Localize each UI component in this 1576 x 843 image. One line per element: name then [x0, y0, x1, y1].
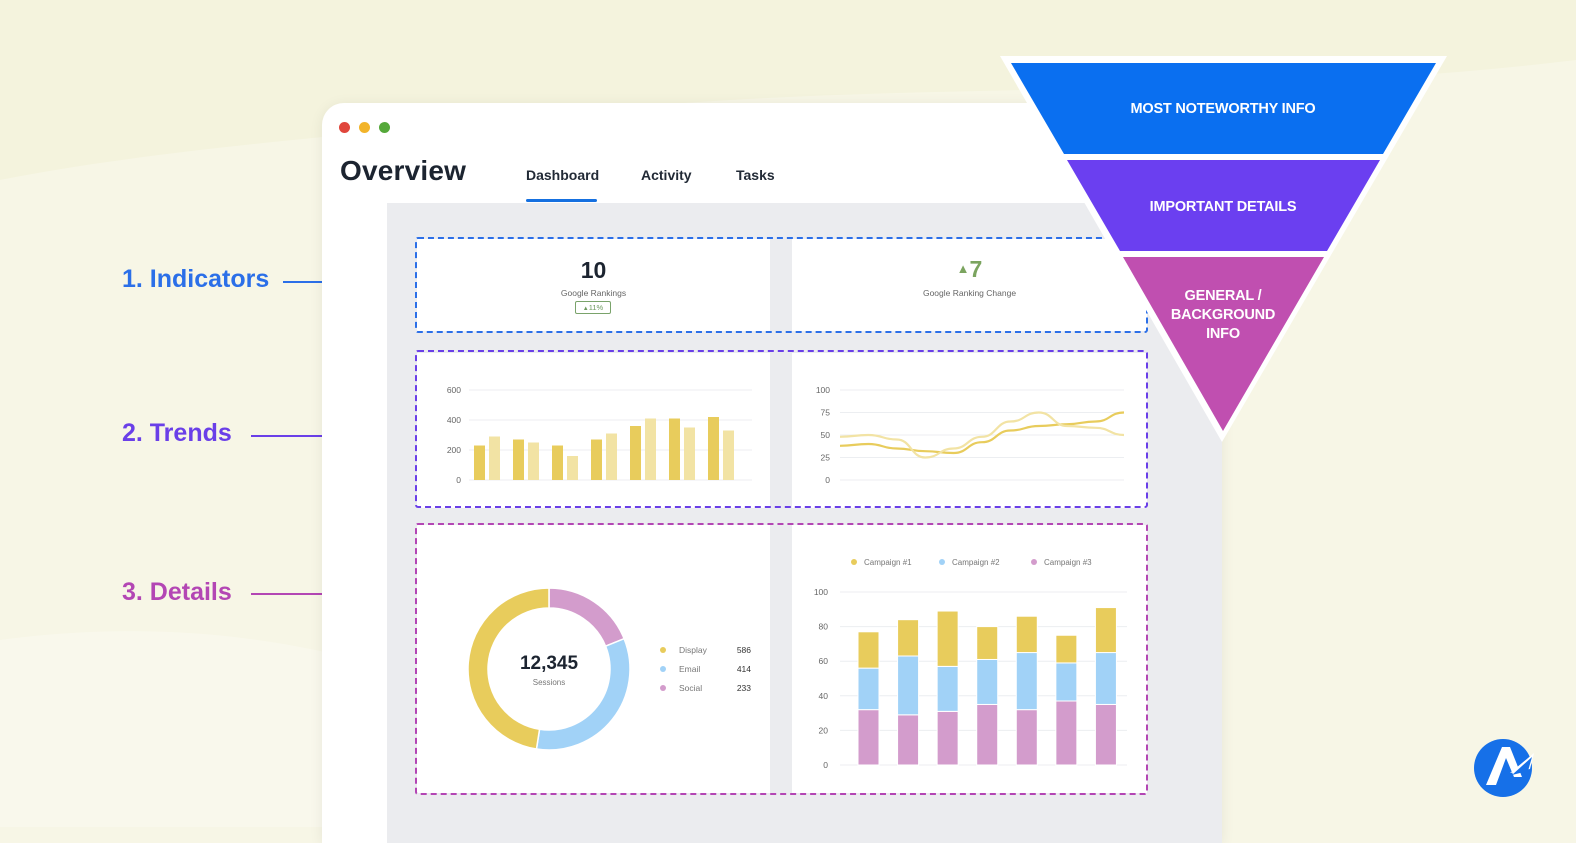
y-tick-label: 0	[823, 760, 828, 770]
bar	[567, 456, 578, 480]
window-minimize-button[interactable]	[359, 122, 370, 133]
legend-value: 586	[737, 645, 751, 655]
sessions-donut-card: Display 586 Email 414 Social 233 12,345 Sessi…	[417, 525, 770, 793]
ranking-change-value-row: ▲7	[792, 256, 1147, 283]
campaign-stacked-chart: 0 20 40 60 80 100 Campaign #1 Campaign #2 Campai…	[814, 558, 1127, 770]
y-tick-label: 40	[819, 691, 829, 701]
stacked-bar-segment	[976, 626, 999, 660]
funnel-top-text: MOST NOTEWORTHY INFO	[1130, 101, 1316, 117]
legend-label: Campaign #3	[1044, 558, 1092, 567]
y-tick-label: 100	[814, 587, 828, 597]
legend-marker	[851, 559, 857, 565]
rankings-badge: ▲11%	[575, 301, 611, 314]
page-title: Overview	[340, 155, 467, 186]
y-tick-label: 80	[819, 622, 829, 632]
stacked-bar-segment	[1094, 607, 1117, 654]
y-tick-label: 400	[447, 415, 461, 425]
trend-bar-chart: 0 200 400 600	[447, 385, 752, 485]
trends-highlight-box	[415, 350, 1148, 508]
y-tick-label: 600	[447, 385, 461, 395]
donut-slice	[467, 587, 550, 750]
donut-center-value: 12,345	[519, 653, 579, 674]
trend-bar-card: 0 200 400 600	[417, 353, 770, 508]
dashboard-content: 10 Google Rankings ▲11% ▲7 Google Rankin…	[387, 203, 1222, 843]
rankings-label: Google Rankings	[560, 288, 627, 298]
legend-label: Campaign #2	[952, 558, 1000, 567]
bar	[645, 418, 656, 480]
campaign-stacked-card: 0 20 40 60 80 100 Campaign #1 Campaign #2 Campai…	[792, 525, 1147, 793]
legend-marker	[939, 559, 945, 565]
legend-marker	[1031, 559, 1037, 565]
y-tick-label: 200	[447, 445, 461, 455]
stacked-bar-segment	[857, 631, 880, 669]
rankings-badge-text: 11%	[588, 303, 604, 312]
bar	[630, 426, 641, 480]
trends-label: 2. Trends	[122, 419, 232, 447]
legend-label: Social	[679, 683, 702, 693]
legend-label: Display	[679, 645, 708, 655]
stacked-bar-segment	[1015, 615, 1038, 654]
y-tick-label: 0	[825, 475, 830, 485]
ranking-change-label: Google Ranking Change	[922, 288, 1017, 298]
y-tick-label: 20	[819, 725, 829, 735]
stacked-bar-segment	[897, 619, 920, 657]
y-tick-label: 50	[821, 430, 831, 440]
details-highlight-box	[415, 523, 1148, 795]
y-tick-label: 75	[821, 408, 831, 418]
active-tab-indicator	[526, 199, 597, 202]
bar	[669, 418, 680, 480]
legend-marker	[660, 647, 666, 653]
ranking-change-value: 7	[969, 256, 983, 282]
tab-dashboard[interactable]: Dashboard	[526, 167, 600, 183]
bar	[708, 417, 719, 480]
agency-analytics-logo	[1474, 739, 1534, 797]
window-close-button[interactable]	[339, 122, 350, 133]
legend-label: Campaign #1	[864, 558, 912, 567]
sessions-donut-chart: Display 586 Email 414 Social 233	[467, 587, 751, 751]
legend-marker	[660, 685, 666, 691]
donut-center-label: Sessions	[532, 678, 566, 687]
funnel-bottom-line3: INFO	[1206, 326, 1240, 342]
bar	[606, 433, 617, 480]
bar	[513, 439, 524, 480]
funnel-bottom-line1: GENERAL /	[1184, 288, 1262, 304]
bar	[552, 445, 563, 480]
y-tick-label: 0	[456, 475, 461, 485]
tab-tasks[interactable]: Tasks	[736, 167, 775, 183]
tab-activity[interactable]: Activity	[641, 167, 692, 183]
details-label: 3. Details	[122, 578, 232, 606]
rankings-value: 10	[580, 257, 607, 283]
bar	[489, 436, 500, 480]
y-tick-label: 60	[819, 656, 829, 666]
y-tick-label: 25	[821, 453, 831, 463]
bar	[723, 430, 734, 480]
legend-label: Email	[679, 664, 700, 674]
funnel-middle-text: IMPORTANT DETAILS	[1149, 199, 1297, 215]
bar	[528, 442, 539, 480]
indicators-label: 1. Indicators	[122, 265, 270, 293]
triangle-up-icon: ▲	[956, 261, 970, 276]
legend-marker	[660, 666, 666, 672]
stacked-bar-segment	[1055, 634, 1078, 664]
legend-value: 233	[737, 683, 751, 693]
bar	[591, 439, 602, 480]
bar	[684, 427, 695, 480]
window-maximize-button[interactable]	[379, 122, 390, 133]
funnel-bottom-line2: BACKGROUND	[1170, 307, 1276, 323]
rankings-card: 10 Google Rankings ▲11%	[417, 239, 770, 331]
legend-value: 414	[737, 664, 751, 674]
indicators-highlight-box	[415, 237, 1148, 333]
y-tick-label: 100	[816, 385, 830, 395]
stacked-bar-segment	[936, 610, 959, 667]
funnel-bottom-text: GENERAL / BACKGROUND INFO	[1123, 287, 1323, 344]
bar	[474, 445, 485, 480]
arrow-up-icon: ▲	[582, 306, 589, 312]
